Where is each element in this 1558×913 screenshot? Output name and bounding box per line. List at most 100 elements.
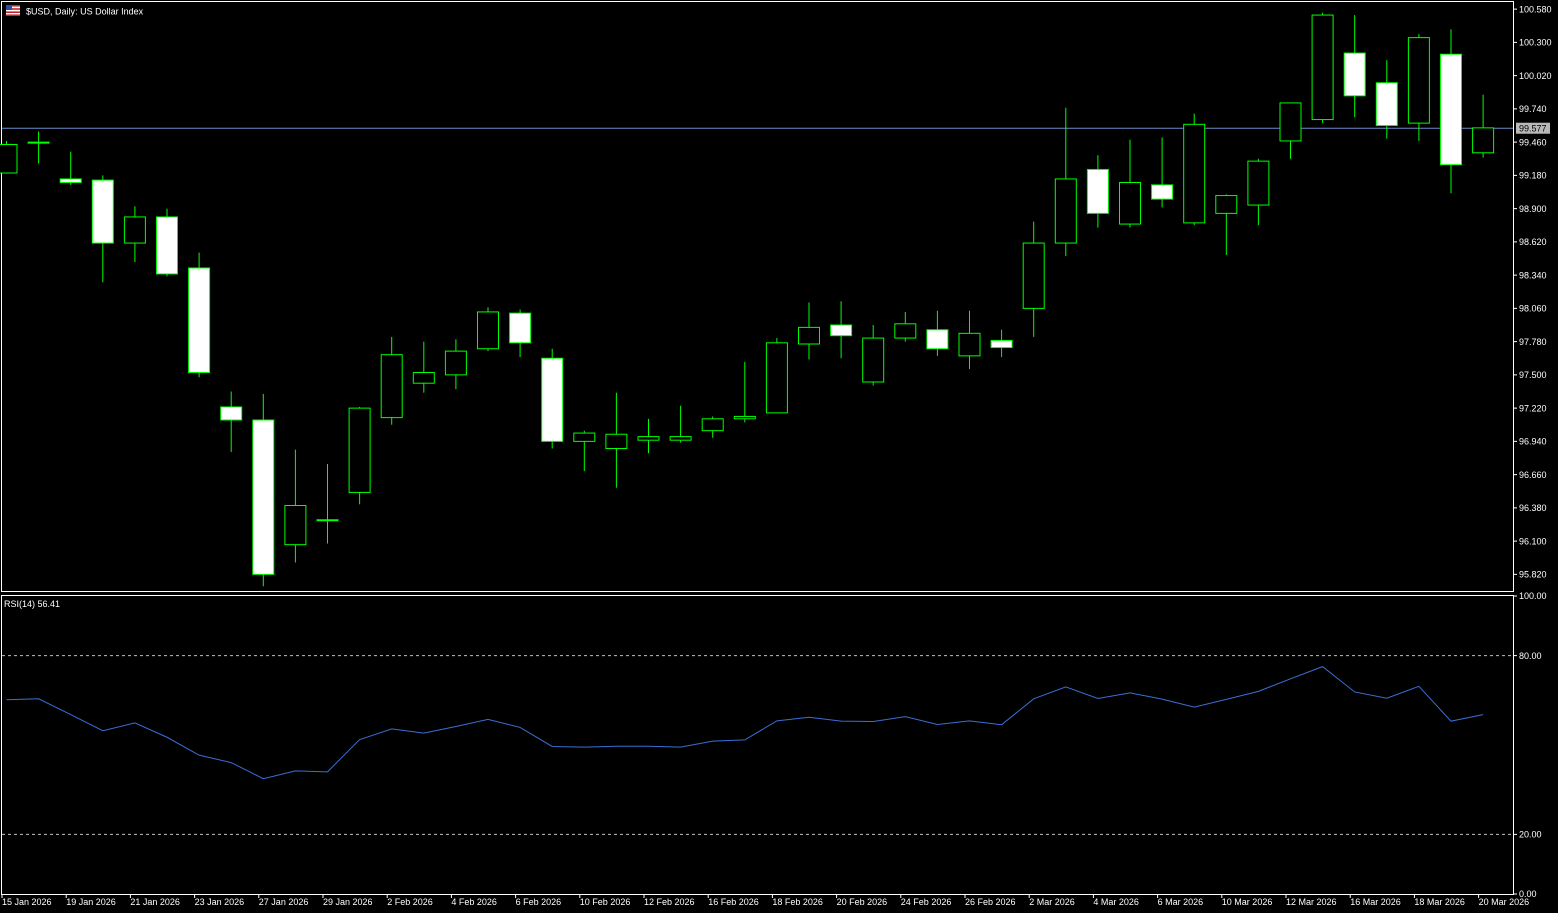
price-axis-label: 100.020: [1519, 71, 1552, 81]
candle-body-down: [830, 324, 853, 337]
candle: [284, 449, 307, 563]
candle-body-up: [733, 415, 756, 420]
price-axis-label: 99.740: [1519, 104, 1547, 114]
time-axis-label: 20 Feb 2026: [837, 897, 888, 907]
candle: [701, 416, 724, 438]
price-pane-frame: [1, 1, 1514, 592]
candle-body-up: [1407, 37, 1430, 124]
candle-body-up: [0, 144, 18, 174]
current-price-tag-text: 99.577: [1519, 123, 1547, 133]
candle: [1215, 194, 1238, 255]
candle-body-up: [958, 332, 981, 357]
candle: [188, 252, 211, 378]
candle: [733, 361, 756, 423]
rsi-axis-label: 20.00: [1519, 830, 1542, 840]
candle: [380, 336, 403, 425]
candle: [926, 310, 949, 356]
price-pane[interactable]: 100.580 100.300 100.020 99.740 99.460 99.180 9…: [0, 1, 1552, 592]
candle: [573, 430, 596, 472]
price-axis-label: 98.060: [1519, 304, 1547, 314]
candle-body-up: [765, 342, 788, 414]
price-axis-label: 96.940: [1519, 437, 1547, 447]
candle-body-down: [541, 357, 564, 442]
candle-body-up: [1119, 182, 1141, 225]
candle: [509, 309, 532, 358]
time-axis-label: 6 Mar 2026: [1158, 897, 1204, 907]
candle: [1183, 113, 1206, 226]
candle: [830, 301, 853, 359]
candle: [669, 405, 692, 443]
price-axis-label: 98.340: [1519, 270, 1547, 280]
candle: [1022, 221, 1045, 337]
candle: [1375, 60, 1398, 139]
price-axis-label: 98.620: [1519, 237, 1547, 247]
candle: [958, 310, 981, 369]
rsi-pane[interactable]: 100.00 80.00 20.00 0.00 RSI(14) 56.41: [1, 591, 1547, 899]
rsi-title: RSI(14) 56.41: [4, 599, 60, 609]
time-axis-label: 18 Mar 2026: [1414, 897, 1465, 907]
candle: [1472, 94, 1495, 158]
time-axis-label: 27 Jan 2026: [259, 897, 309, 907]
candle: [477, 307, 499, 352]
title-separator: ,: [50, 7, 53, 17]
svg-text:$USD, Daily: US Dollar Index: $USD, Daily: US Dollar Index: [26, 7, 144, 17]
candle: [1343, 15, 1366, 118]
time-axis-label: 15 Jan 2026: [2, 897, 52, 907]
candle-body-down: [509, 312, 532, 344]
rsi-line: [6, 666, 1484, 780]
candle-body-up: [1247, 160, 1270, 206]
candle: [444, 339, 467, 390]
candle: [1279, 102, 1302, 159]
candle: [605, 392, 628, 488]
candle-body-up: [1022, 242, 1045, 309]
candles-group: [0, 12, 1495, 587]
price-axis: 100.580 100.300 100.020 99.740 99.460 99.180 9…: [1513, 4, 1552, 580]
candle-body-up: [1183, 123, 1206, 224]
time-axis-label: 23 Jan 2026: [195, 897, 245, 907]
candle-body-up: [637, 436, 660, 441]
candle: [1151, 137, 1174, 208]
timeframe-label: Daily: [55, 7, 76, 17]
candle-body-up: [605, 433, 628, 449]
candle-body-up: [316, 519, 339, 522]
candle-body-up: [669, 436, 692, 441]
candle: [990, 329, 1013, 358]
candle: [1247, 158, 1270, 226]
price-axis-label: 95.820: [1519, 570, 1547, 580]
candle: [59, 151, 82, 185]
candle-body-down: [220, 406, 243, 421]
candle-body-up: [123, 216, 146, 244]
time-axis-label: 2 Feb 2026: [387, 897, 433, 907]
candle: [1086, 155, 1109, 228]
candle-body-up: [380, 354, 403, 419]
rsi-axis-label: 0.00: [1519, 889, 1537, 899]
candle-body-down: [926, 329, 949, 350]
price-axis-label: 97.500: [1519, 370, 1547, 380]
candle: [1311, 12, 1334, 124]
candle: [798, 302, 820, 360]
price-axis-label: 100.300: [1519, 38, 1552, 48]
candle: [862, 325, 885, 386]
candle: [156, 208, 178, 277]
price-axis-label: 97.220: [1519, 403, 1547, 413]
flag-icon: [6, 5, 20, 16]
candle-body-up: [444, 350, 467, 376]
price-axis-label: 99.460: [1519, 137, 1547, 147]
candle: [412, 341, 435, 393]
candle-body-up: [573, 432, 596, 442]
candle-body-down: [91, 179, 114, 244]
rsi-value: 56.41: [38, 599, 61, 609]
candle: [348, 406, 371, 505]
candle: [91, 175, 114, 283]
candle-body-down: [1086, 168, 1109, 214]
candle-body-up: [27, 141, 50, 144]
candle: [252, 393, 275, 587]
time-axis-label: 20 Mar 2026: [1479, 897, 1530, 907]
rsi-name: RSI(14): [4, 599, 35, 609]
current-price-tag: [1516, 122, 1550, 134]
candle: [1407, 34, 1430, 141]
rsi-axis-label: 100.00: [1519, 591, 1547, 601]
time-axis-label: 12 Mar 2026: [1286, 897, 1337, 907]
time-axis-label: 4 Feb 2026: [451, 897, 497, 907]
time-axis: 15 Jan 2026 19 Jan 2026 21 Jan 2026 23 Jan …: [1, 894, 1530, 907]
